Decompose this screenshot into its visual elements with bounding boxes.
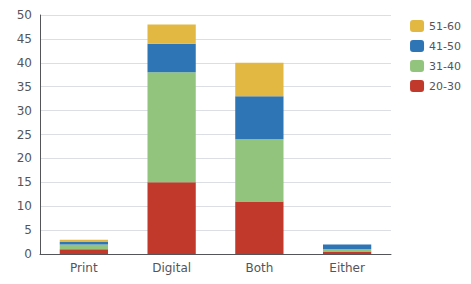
svg-text:20-30: 20-30 xyxy=(429,80,461,93)
svg-text:15: 15 xyxy=(17,175,32,189)
svg-text:Both: Both xyxy=(245,261,273,275)
svg-text:Print: Print xyxy=(70,261,98,275)
svg-text:30: 30 xyxy=(17,104,32,118)
svg-text:Either: Either xyxy=(329,261,365,275)
svg-text:35: 35 xyxy=(17,80,32,94)
svg-text:41-50: 41-50 xyxy=(429,40,461,53)
svg-text:50: 50 xyxy=(17,8,32,22)
svg-text:40: 40 xyxy=(17,56,32,70)
svg-text:51-60: 51-60 xyxy=(429,20,461,33)
svg-text:10: 10 xyxy=(17,199,32,213)
svg-text:5: 5 xyxy=(24,223,32,237)
svg-text:45: 45 xyxy=(17,32,32,46)
svg-text:20: 20 xyxy=(17,151,32,165)
svg-text:31-40: 31-40 xyxy=(429,60,461,73)
svg-text:0: 0 xyxy=(24,247,32,261)
svg-text:Digital: Digital xyxy=(152,261,191,275)
svg-text:25: 25 xyxy=(17,128,32,142)
